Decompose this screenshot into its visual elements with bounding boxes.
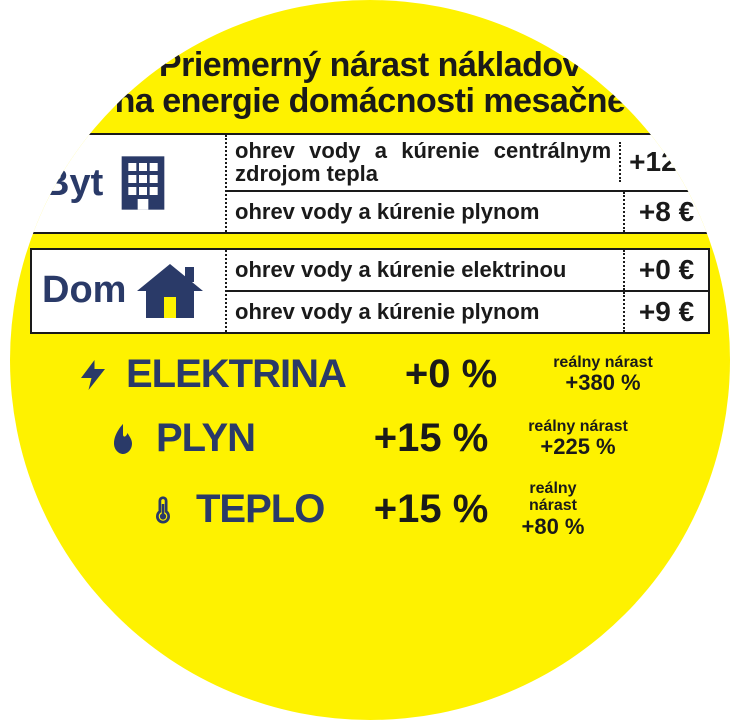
building-icon: [111, 151, 175, 215]
energy-pct: +15 %: [366, 487, 496, 532]
housing-rows: ohrev vody a kúrenie elek­trinou +0 € oh…: [227, 250, 708, 332]
housing-rows: ohrev vody a kúrenie centrál­nym zdrojom…: [227, 135, 708, 231]
energy-real-label: reálny nárast: [506, 480, 600, 515]
energy-name: PLYN: [156, 416, 346, 461]
energy-real-value: +225 %: [516, 435, 640, 459]
energy-real: reálny nárast +80 %: [506, 480, 600, 539]
page-title: Priemerný nárast nákladov na energie dom…: [10, 0, 730, 119]
row-desc: ohrev vody a kúrenie centrál­nym zdrojom…: [227, 135, 619, 189]
energy-real-label: reálny nárast: [516, 418, 640, 436]
row-value: +0 €: [623, 250, 708, 290]
energy-real: reálny nárast +225 %: [516, 418, 640, 460]
table-row: ohrev vody a kúrenie centrál­nym zdrojom…: [227, 135, 708, 191]
energy-row-elektrina: ELEKTRINA +0 % reálny nárast +380 %: [70, 352, 670, 398]
row-desc: ohrev vody a kúrenie elek­trinou: [227, 254, 623, 285]
housing-label-text: Byt: [42, 162, 103, 205]
housing-label-byt: Byt: [32, 135, 227, 231]
housing-block-dom: Dom ohrev vody a kúrenie elek­trinou +0 …: [30, 248, 710, 334]
energy-pct: +15 %: [356, 416, 506, 461]
energy-row-teplo: TEPLO +15 % reálny nárast +80 %: [140, 480, 600, 539]
bolt-icon: [70, 352, 116, 398]
housing-block-byt: Byt ohrev vody a kúrenie centrál­nym zdr…: [30, 133, 710, 233]
energy-real-value: +380 %: [536, 371, 670, 395]
house-icon: [134, 261, 206, 321]
row-desc: ohrev vody a kúrenie plynom: [227, 296, 623, 327]
energy-name: ELEKTRINA: [126, 352, 366, 397]
table-row: ohrev vody a kúrenie plynom +8 €: [227, 192, 708, 232]
energy-real-label: reálny nárast: [536, 354, 670, 372]
table-row: ohrev vody a kúrenie elek­trinou +0 €: [227, 250, 708, 292]
row-desc: ohrev vody a kúrenie plynom: [227, 196, 623, 227]
row-value: +12 €: [619, 142, 708, 182]
title-line-2: na energie domácnosti mesačne: [10, 84, 730, 120]
energy-real: reálny nárast +380 %: [536, 354, 670, 396]
flame-icon: [100, 416, 146, 462]
housing-label-text: Dom: [42, 269, 126, 312]
infographic-circle: Priemerný nárast nákladov na energie dom…: [10, 0, 730, 720]
housing-label-dom: Dom: [32, 250, 227, 332]
energy-pct: +0 %: [376, 352, 526, 397]
table-row: ohrev vody a kúrenie plynom +9 €: [227, 292, 708, 332]
energy-real-value: +80 %: [506, 515, 600, 539]
energy-row-plyn: PLYN +15 % reálny nárast +225 %: [100, 416, 640, 462]
title-line-1: Priemerný nárast nákladov: [10, 48, 730, 84]
thermometer-icon: [140, 486, 186, 532]
row-value: +9 €: [623, 292, 708, 332]
energy-name: TEPLO: [196, 487, 356, 532]
row-value: +8 €: [623, 192, 708, 232]
